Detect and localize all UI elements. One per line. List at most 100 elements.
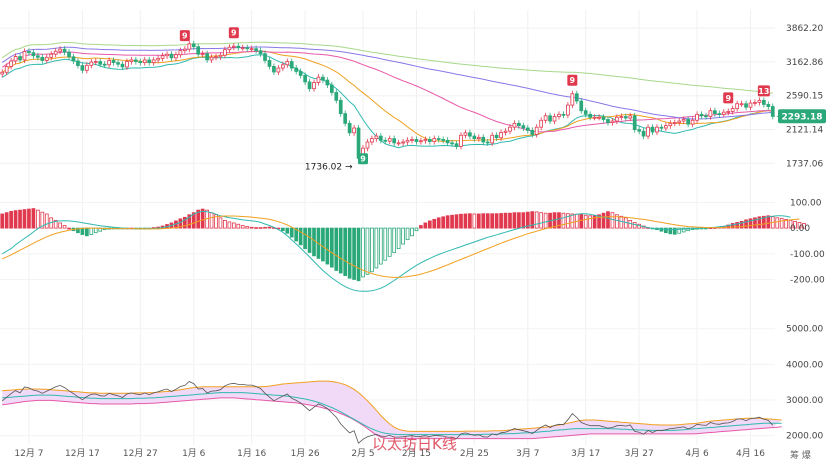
candle bbox=[36, 55, 40, 58]
macd-bar bbox=[4, 212, 9, 229]
candle bbox=[102, 63, 107, 66]
td-marker bbox=[723, 92, 734, 104]
band-layer bbox=[1, 380, 782, 444]
macd-bar bbox=[280, 227, 285, 232]
ma-line bbox=[1, 46, 773, 120]
candle bbox=[125, 61, 129, 68]
macd-bar bbox=[583, 214, 588, 229]
candle bbox=[116, 62, 120, 65]
candle bbox=[721, 111, 726, 115]
macd-bar bbox=[187, 214, 192, 229]
td-marker bbox=[757, 85, 770, 97]
macd-bar bbox=[597, 214, 601, 229]
candle bbox=[329, 84, 334, 93]
macd-bar bbox=[191, 212, 196, 229]
candle bbox=[659, 126, 664, 129]
x-tick-label: 12月 7 bbox=[14, 448, 43, 459]
candle bbox=[686, 119, 690, 125]
candle bbox=[623, 116, 628, 119]
macd-bar bbox=[93, 227, 98, 234]
candle bbox=[258, 50, 263, 55]
band-line bbox=[2, 380, 782, 432]
candle bbox=[44, 56, 49, 61]
macd-bar bbox=[432, 218, 437, 229]
candle bbox=[191, 43, 196, 48]
macd-bar bbox=[76, 227, 80, 234]
macd-bar bbox=[494, 213, 499, 229]
macd-bar bbox=[561, 212, 566, 229]
macd-bar bbox=[196, 209, 201, 229]
candle bbox=[615, 116, 619, 122]
candle bbox=[512, 122, 517, 128]
candle bbox=[459, 134, 463, 147]
candle bbox=[267, 60, 272, 67]
candle bbox=[481, 136, 486, 143]
macd-bar bbox=[200, 208, 205, 229]
macd-bar bbox=[338, 227, 343, 274]
candle bbox=[726, 111, 731, 113]
candle bbox=[419, 140, 423, 143]
low-price-label: 1736.02 → bbox=[305, 162, 353, 172]
band-line bbox=[1, 381, 774, 444]
macd-bar bbox=[85, 227, 89, 237]
watermark-text: 以太坊日K线 bbox=[372, 435, 457, 453]
macd-bar bbox=[481, 213, 486, 229]
y-tick-label: -100.00 bbox=[790, 250, 825, 260]
macd-bar bbox=[347, 227, 352, 279]
macd-bar bbox=[44, 213, 49, 229]
candle bbox=[58, 48, 62, 52]
candle bbox=[543, 115, 548, 121]
macd-bar bbox=[450, 214, 454, 229]
candle bbox=[383, 139, 388, 142]
macd-bar bbox=[249, 226, 254, 229]
candle bbox=[770, 106, 775, 117]
candle bbox=[138, 61, 143, 63]
candle bbox=[62, 48, 67, 53]
candle bbox=[231, 45, 236, 48]
macd-bar bbox=[307, 227, 312, 253]
macd-bar bbox=[89, 227, 94, 235]
td-marker bbox=[179, 30, 190, 42]
macd-bar bbox=[236, 223, 241, 229]
candle bbox=[472, 135, 477, 140]
macd-bar bbox=[356, 227, 361, 282]
macd-bar bbox=[615, 214, 619, 229]
candle bbox=[450, 142, 454, 145]
macd-bar bbox=[766, 215, 771, 229]
candle bbox=[142, 59, 147, 63]
candle bbox=[735, 103, 739, 110]
candle bbox=[298, 71, 303, 76]
macd-bar bbox=[543, 212, 548, 229]
candle bbox=[646, 126, 650, 137]
macd-bar bbox=[802, 223, 806, 229]
candle bbox=[534, 126, 539, 135]
candle bbox=[111, 60, 116, 63]
y-tick-label: 2121.14 bbox=[786, 126, 823, 136]
macd-bar bbox=[525, 211, 530, 229]
candle bbox=[619, 116, 624, 118]
candle bbox=[410, 139, 414, 141]
candle bbox=[387, 138, 392, 142]
x-tick-label: 2月 25 bbox=[460, 448, 489, 459]
candle bbox=[174, 54, 178, 59]
macd-bar bbox=[677, 227, 682, 234]
macd-bar bbox=[223, 219, 227, 229]
candle bbox=[668, 122, 673, 127]
macd-bar bbox=[476, 213, 481, 229]
y-axis: 3862.20 3162.86 2590.15 2121.14 1737.06 100.0… bbox=[772, 24, 826, 442]
macd-bar bbox=[312, 227, 316, 257]
candle bbox=[717, 113, 722, 116]
macd-bar bbox=[387, 227, 392, 257]
macd-bar bbox=[298, 227, 303, 246]
candle bbox=[508, 126, 512, 132]
candle bbox=[151, 59, 156, 63]
candle bbox=[147, 59, 152, 63]
candle bbox=[294, 67, 299, 72]
macd-bar bbox=[401, 227, 405, 245]
candle bbox=[766, 104, 771, 107]
macd-bar bbox=[343, 227, 348, 277]
macd-bar bbox=[218, 217, 223, 229]
macd-bar bbox=[672, 227, 677, 235]
candle bbox=[499, 132, 503, 139]
macd-bar bbox=[245, 226, 250, 229]
